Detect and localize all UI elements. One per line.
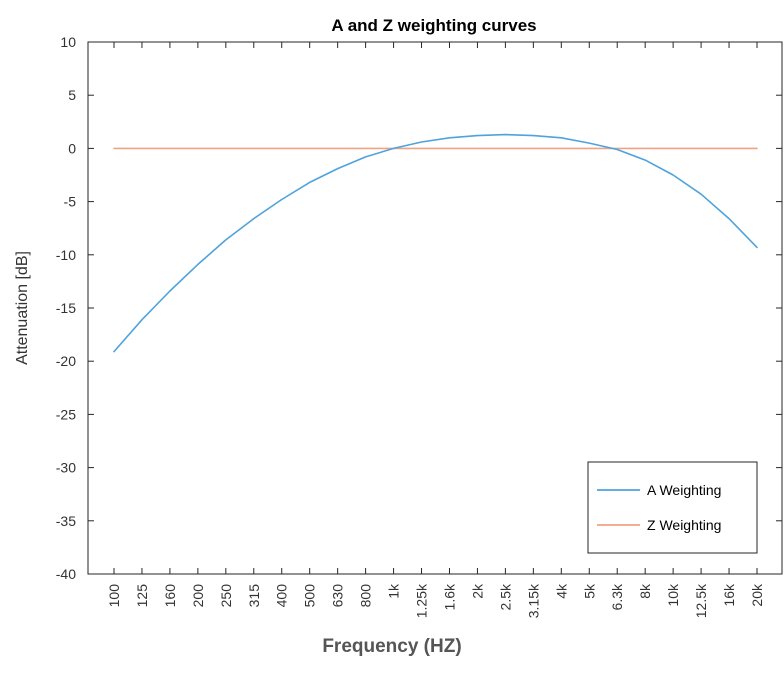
chart-title: A and Z weighting curves bbox=[331, 16, 536, 35]
y-tick-label: -35 bbox=[56, 513, 76, 529]
y-tick-label: -25 bbox=[56, 406, 76, 422]
x-tick-label: 200 bbox=[190, 584, 206, 608]
y-tick-label: -5 bbox=[64, 194, 77, 210]
x-tick-label: 2.5k bbox=[497, 583, 513, 610]
x-tick-label: 2k bbox=[469, 583, 485, 599]
legend-box bbox=[587, 461, 758, 554]
x-tick-label: 125 bbox=[134, 584, 150, 608]
x-tick-label: 160 bbox=[162, 584, 178, 608]
x-axis: 100 125 160 200 250 315 400 500 630 800 1k 1.25k 1.6… bbox=[106, 42, 765, 618]
y-tick-label: 0 bbox=[68, 140, 76, 156]
x-tick-label: 10k bbox=[665, 583, 681, 607]
y-tick-label: -30 bbox=[56, 460, 76, 476]
x-tick-label: 1k bbox=[386, 583, 402, 599]
legend: A Weighting Z Weighting bbox=[587, 461, 758, 554]
x-tick-label: 16k bbox=[721, 583, 737, 607]
legend-entry: Z Weighting bbox=[647, 517, 721, 533]
series-line-a-weighting bbox=[113, 133, 758, 353]
y-tick-label: -20 bbox=[56, 353, 76, 369]
x-tick-label: 800 bbox=[358, 584, 374, 608]
x-axis-label: Frequency (HZ) bbox=[322, 636, 462, 657]
x-tick-label: 315 bbox=[246, 584, 262, 608]
x-tick-label: 8k bbox=[637, 583, 653, 599]
x-tick-label: 630 bbox=[330, 584, 346, 608]
x-tick-label: 400 bbox=[274, 584, 290, 608]
x-tick-label: 100 bbox=[106, 584, 122, 608]
y-tick-label: -40 bbox=[56, 566, 76, 582]
x-tick-label: 3.15k bbox=[525, 583, 541, 618]
x-tick-label: 1.25k bbox=[414, 583, 430, 618]
x-tick-label: 12.5k bbox=[693, 583, 709, 618]
y-tick-label: -10 bbox=[56, 247, 76, 263]
series-layer bbox=[113, 133, 758, 353]
y-tick-label: 5 bbox=[68, 87, 76, 103]
x-tick-label: 4k bbox=[553, 583, 569, 599]
x-tick-label: 20k bbox=[749, 583, 765, 607]
x-tick-label: 1.6k bbox=[441, 583, 457, 610]
x-tick-label: 250 bbox=[218, 584, 234, 608]
x-tick-label: 500 bbox=[302, 584, 318, 608]
x-tick-label: 5k bbox=[581, 583, 597, 599]
legend-entry: A Weighting bbox=[647, 482, 721, 498]
y-tick-label: -15 bbox=[56, 300, 76, 316]
x-tick-label: 6.3k bbox=[609, 583, 625, 610]
y-axis: 10 5 0 -5 -10 -15 -20 -25 -30 -35 -40 bbox=[56, 34, 782, 582]
y-axis-label: Attenuation [dB] bbox=[14, 251, 31, 365]
y-tick-label: 10 bbox=[60, 34, 76, 50]
